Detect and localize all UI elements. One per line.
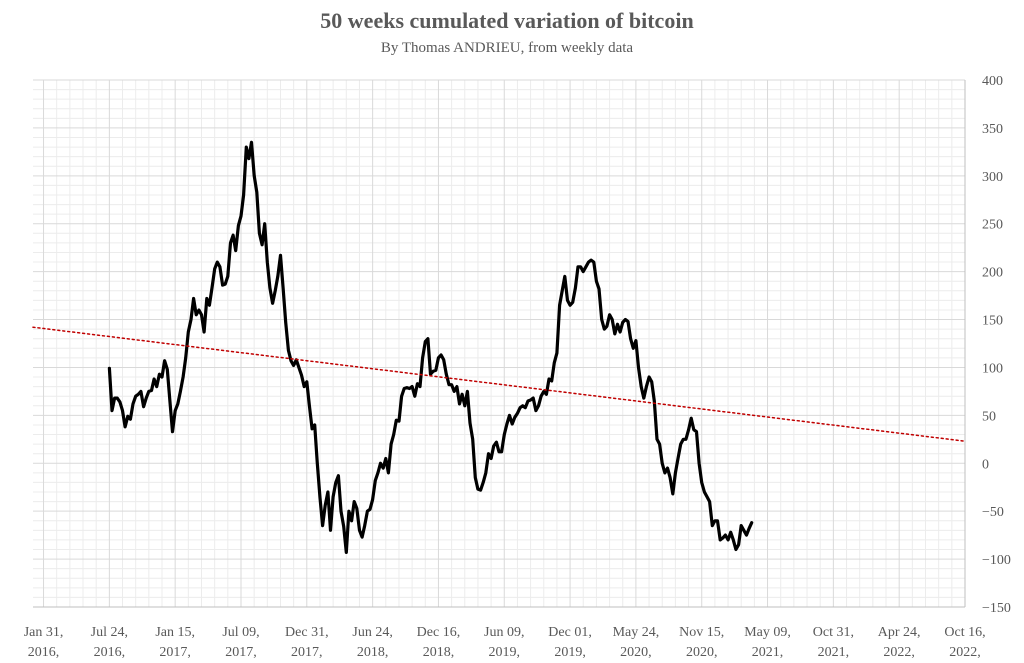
x-tick-label: Dec 31, 2017, — [285, 625, 329, 660]
y-tick-label: 250 — [982, 218, 1003, 233]
x-tick-label: Jul 09, 2017, — [222, 625, 259, 660]
x-tick-label: Jan 15, 2017, — [155, 625, 195, 660]
x-tick-label: Jun 24, 2018, — [352, 625, 392, 660]
y-tick-label: 100 — [982, 361, 1003, 376]
y-axis-tick-labels: 400 350 300 250 200 150 100 50 0 −50 −100 −150 — [982, 74, 1011, 616]
x-tick-label: Apr 24, 2022, — [878, 625, 921, 660]
x-tick-label: Nov 15, 2020, — [679, 625, 724, 660]
y-tick-label: 350 — [982, 122, 1003, 137]
x-tick-label: Jun 09, 2019, — [484, 625, 524, 660]
y-tick-label: 300 — [982, 170, 1003, 185]
trend-line — [32, 326, 966, 442]
axis-lines — [33, 80, 966, 608]
x-axis-tick-labels: Jan 31, 2016, Jul 24, 2016, Jan 15, 2017, Jul … — [24, 625, 986, 660]
y-tick-label: −50 — [982, 505, 1004, 520]
y-tick-label: −150 — [982, 601, 1011, 616]
x-tick-label: Oct 16, 2022, — [944, 625, 985, 660]
y-tick-label: 150 — [982, 314, 1003, 329]
x-tick-label: May 09, 2021, — [744, 625, 791, 660]
series-layer — [32, 140, 966, 554]
x-tick-label: Dec 01, 2019, — [548, 625, 592, 660]
y-tick-label: 0 — [982, 457, 989, 472]
bitcoin-variation-line — [107, 140, 754, 554]
y-tick-label: 400 — [982, 74, 1003, 89]
y-tick-label: 50 — [982, 409, 996, 424]
y-tick-label: 200 — [982, 266, 1003, 281]
y-tick-label: −100 — [982, 553, 1011, 568]
x-tick-label: Dec 16, 2018, — [417, 625, 461, 660]
chart-title: 50 weeks cumulated variation of bitcoin — [320, 8, 694, 33]
x-tick-label: May 24, 2020, — [613, 625, 660, 660]
x-tick-label: Jul 24, 2016, — [91, 625, 128, 660]
x-tick-label: Oct 31, 2021, — [813, 625, 854, 660]
chart-subtitle: By Thomas ANDRIEU, from weekly data — [380, 40, 634, 56]
minor-gridlines — [33, 80, 965, 607]
major-gridlines — [33, 79, 966, 608]
x-tick-label: Jan 31, 2016, — [24, 625, 64, 660]
